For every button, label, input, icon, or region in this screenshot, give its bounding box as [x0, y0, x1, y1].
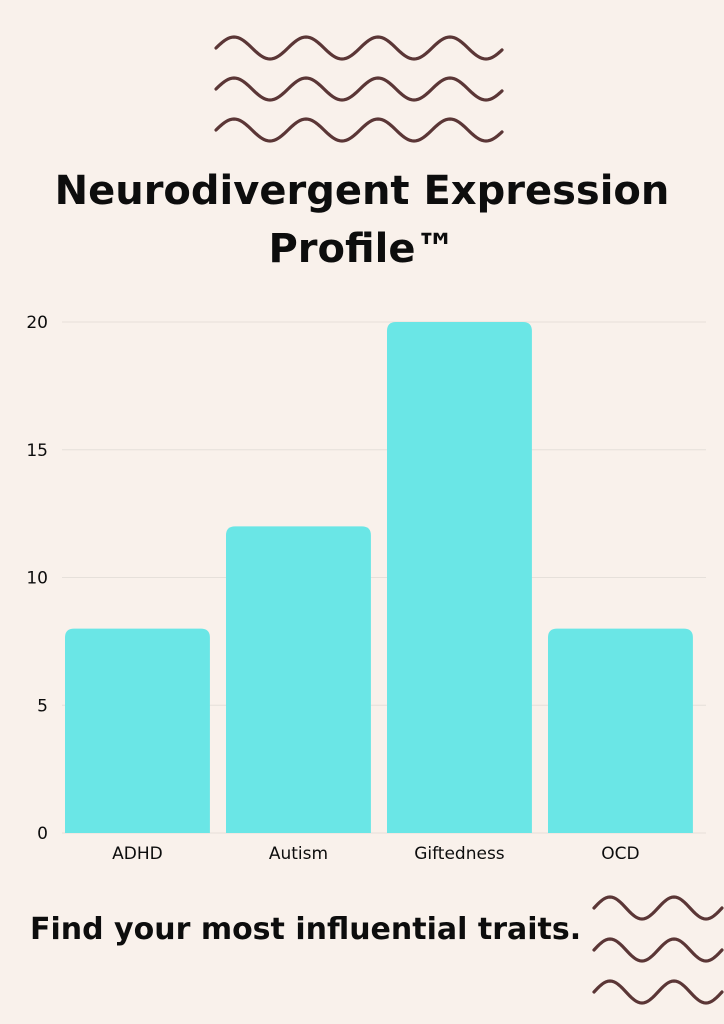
wavy-lines-icon	[592, 895, 724, 1005]
wave-line-3	[592, 979, 724, 1005]
y-tick-label: 0	[37, 824, 48, 844]
page-title: Neurodivergent Expression Profile™	[54, 168, 670, 272]
y-tick-label: 5	[37, 696, 48, 716]
wavy-lines-icon	[214, 35, 504, 143]
y-tick-label: 10	[26, 569, 48, 589]
bar-autism	[226, 526, 371, 833]
tagline: Find your most influential traits.	[30, 912, 582, 947]
wave-line-3	[214, 117, 504, 143]
x-axis-labels: ADHD Autism Giftedness OCD	[112, 844, 639, 864]
wave-line-1	[592, 895, 724, 921]
x-tick-label: Giftedness	[414, 844, 505, 864]
x-tick-label: ADHD	[112, 844, 163, 864]
y-tick-label: 20	[26, 313, 48, 333]
bar-adhd	[65, 628, 210, 833]
x-tick-label: OCD	[601, 844, 639, 864]
bar-chart: 0 5 10 15 20 ADHD Autism Giftedness OCD	[26, 313, 706, 864]
chart-bars	[65, 322, 693, 833]
wave-line-1	[214, 35, 504, 61]
y-tick-label: 15	[26, 441, 48, 461]
bar-ocd	[548, 628, 693, 833]
wave-line-2	[592, 937, 724, 963]
x-tick-label: Autism	[269, 844, 328, 864]
wave-line-2	[214, 76, 504, 102]
y-axis-ticks: 0 5 10 15 20	[26, 313, 48, 844]
bar-giftedness	[387, 322, 532, 833]
